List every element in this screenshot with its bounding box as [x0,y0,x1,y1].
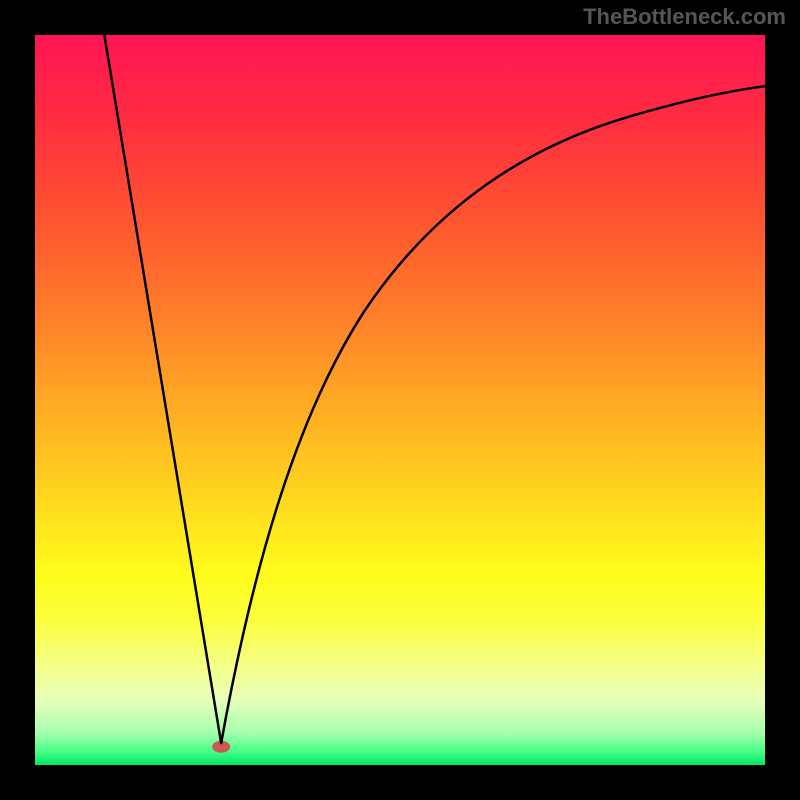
attribution-text: TheBottleneck.com [583,4,786,30]
plot-svg [35,35,765,765]
plot-area [35,35,765,765]
gradient-background [35,35,765,765]
chart-frame: TheBottleneck.com [0,0,800,800]
